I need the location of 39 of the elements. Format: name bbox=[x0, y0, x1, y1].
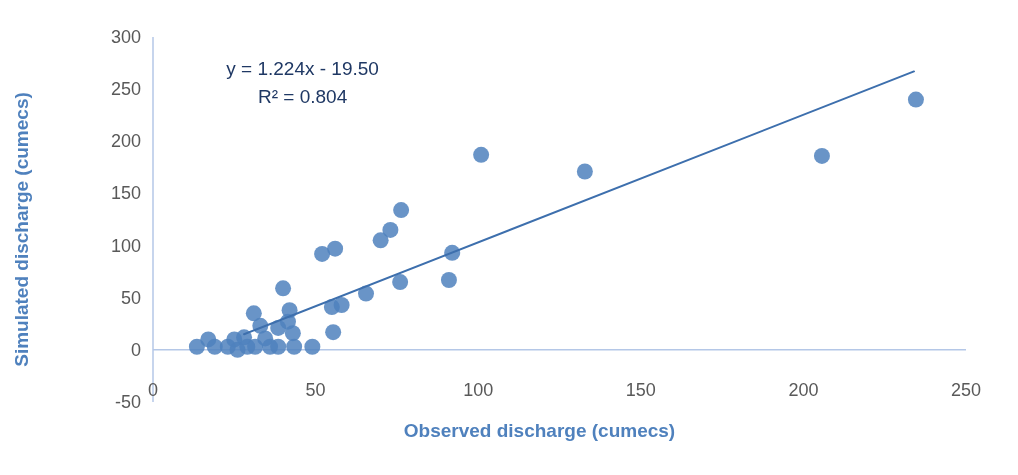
point bbox=[813, 147, 830, 164]
x-tick-label: 200 bbox=[788, 380, 819, 400]
point bbox=[304, 338, 321, 355]
annotation: R² = 0.804 bbox=[257, 86, 348, 107]
x-tick-label: 50 bbox=[305, 380, 326, 400]
x-tick-label: 100 bbox=[463, 380, 494, 400]
x-axis-title: Observed discharge (cumecs) bbox=[403, 420, 676, 441]
point bbox=[333, 297, 350, 314]
x-tick-label: 250 bbox=[950, 380, 982, 400]
point bbox=[188, 338, 205, 355]
point bbox=[245, 305, 262, 322]
point bbox=[325, 324, 342, 341]
y-tick-label: 50 bbox=[120, 287, 141, 308]
point bbox=[392, 274, 409, 291]
y-tick-label: 0 bbox=[130, 339, 141, 360]
point bbox=[327, 240, 344, 257]
point bbox=[576, 163, 593, 180]
point bbox=[286, 338, 303, 355]
point bbox=[358, 285, 375, 302]
point bbox=[907, 91, 924, 108]
point bbox=[440, 271, 457, 288]
point bbox=[284, 325, 301, 342]
y-tick-label: -50 bbox=[114, 392, 141, 412]
y-tick-label: 150 bbox=[110, 183, 141, 204]
y-tick-label: 200 bbox=[110, 131, 141, 152]
y-tick-label: 300 bbox=[110, 27, 141, 47]
point bbox=[382, 221, 399, 238]
y-axis-title: Simulated discharge (cumecs) bbox=[11, 92, 32, 367]
annotation: y = 1.224x - 19.50 bbox=[226, 58, 379, 79]
point bbox=[314, 245, 331, 262]
y-tick-label: 250 bbox=[110, 79, 141, 100]
y-tick-label: 100 bbox=[110, 235, 141, 256]
point bbox=[473, 146, 490, 163]
point bbox=[393, 202, 410, 219]
x-tick-label: 0 bbox=[147, 380, 159, 400]
point bbox=[270, 338, 287, 355]
x-tick-label: 150 bbox=[625, 380, 656, 400]
point bbox=[372, 232, 389, 249]
point bbox=[275, 280, 292, 297]
